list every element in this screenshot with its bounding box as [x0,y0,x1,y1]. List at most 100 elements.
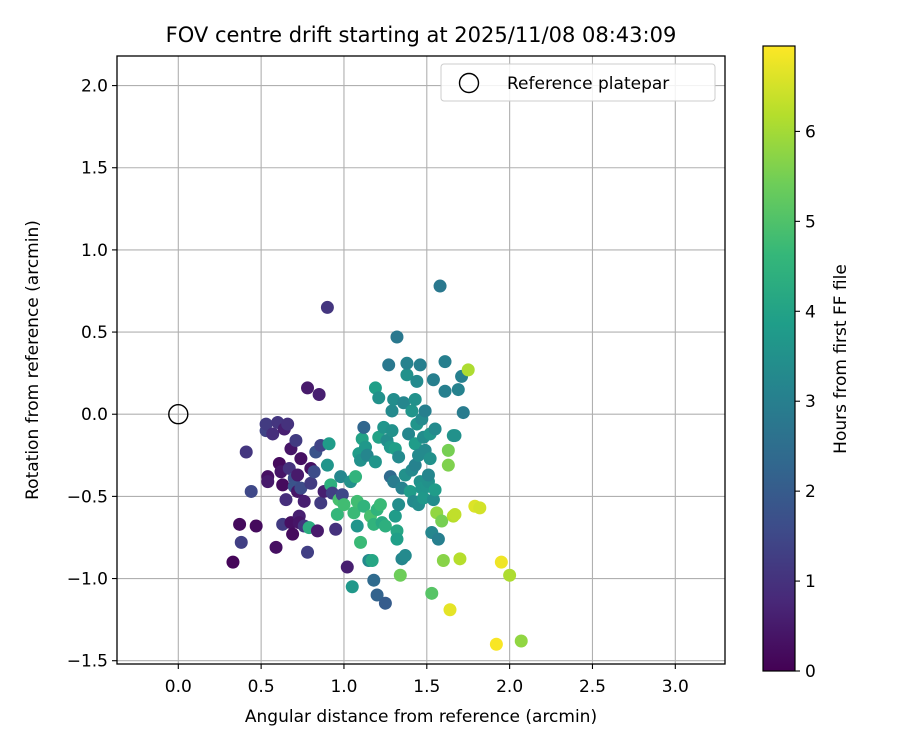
data-point [294,481,308,495]
data-point [428,483,442,497]
legend-label: Reference platepar [507,74,669,94]
data-point [310,524,324,538]
data-point [441,443,455,457]
data-point [373,498,387,512]
data-point [503,568,517,582]
data-point [279,493,293,507]
colorbar-ticks: 0 1 2 3 4 5 6 [795,122,816,682]
legend-box [440,63,716,102]
data-point [329,522,343,536]
data-point [314,496,328,510]
data-point [390,330,404,344]
data-point [347,506,361,520]
y-tick-label: 1.5 [81,159,108,179]
data-point [261,475,275,489]
data-point [370,588,384,602]
y-axis-label: Rotation from reference (arcmin) [23,220,43,500]
plot-frame [116,55,726,665]
data-point [276,478,290,492]
colorbar-tick-label: 5 [805,212,816,232]
data-point [368,381,382,395]
data-point [301,381,315,395]
data-point [322,437,336,451]
data-point [291,468,305,482]
data-points [226,279,528,651]
y-tick-label: −1.5 [67,652,108,672]
chart-title: FOV centre drift starting at 2025/11/08 … [166,23,677,47]
x-axis-label: Angular distance from reference (arcmin) [245,707,597,727]
colorbar-tick-label: 3 [805,392,816,412]
data-point [423,452,437,466]
data-point [286,527,300,541]
data-point [365,553,379,567]
x-tick-label: 3.0 [662,677,689,697]
data-point [349,470,363,484]
data-point [418,404,432,418]
data-point [428,422,442,436]
data-point [345,580,359,594]
data-point [234,535,248,549]
data-point [400,368,414,382]
data-point [456,406,470,420]
legend: Reference platepar [440,63,716,102]
data-point [259,417,273,431]
data-point [403,484,417,498]
data-point [233,517,247,531]
data-point [367,573,381,587]
data-point [448,507,462,521]
colorbar [762,45,796,672]
data-point [425,586,439,600]
colorbar-tick-label: 0 [805,662,816,682]
x-tick-label: 2.0 [496,677,523,697]
data-point [378,596,392,610]
data-point [350,519,364,533]
data-point [320,300,334,314]
data-point [382,358,396,372]
data-point [297,494,311,508]
data-point [249,519,263,533]
data-point [443,603,457,617]
data-point [392,450,406,464]
data-point [489,637,503,651]
data-point [281,417,295,431]
data-point [435,514,449,528]
data-point [387,392,401,406]
data-point [426,373,440,387]
data-point [408,392,422,406]
data-point [294,452,308,466]
x-tick-label: 0.5 [248,677,275,697]
data-point [320,458,334,472]
data-point [340,560,354,574]
data-point [244,484,258,498]
data-point [226,555,240,569]
data-point [413,358,427,372]
colorbar-tick-label: 6 [805,122,816,142]
data-point [408,458,422,472]
x-axis-ticks: 0.0 0.5 1.0 1.5 2.0 2.5 3.0 [165,664,689,697]
data-point [410,374,424,388]
data-point [269,540,283,554]
data-point [385,424,399,438]
data-point [378,519,392,533]
data-point [307,465,321,479]
data-point [301,545,315,559]
data-point [393,568,407,582]
y-tick-label: −0.5 [67,487,108,507]
data-point [448,429,462,443]
colorbar-tick-label: 1 [805,572,816,592]
data-point [451,383,465,397]
data-point [372,391,386,405]
x-tick-label: 1.0 [330,677,357,697]
data-point [289,434,303,448]
data-point [239,445,253,459]
data-point [416,491,430,505]
data-point [357,499,371,513]
y-axis-ticks: −1.5 −1.0 −0.5 0.0 0.5 1.0 1.5 2.0 [67,77,117,672]
data-point [398,549,412,563]
colorbar-tick-label: 4 [805,302,816,322]
data-point [354,535,368,549]
data-point [330,507,344,521]
x-tick-label: 1.5 [413,677,440,697]
